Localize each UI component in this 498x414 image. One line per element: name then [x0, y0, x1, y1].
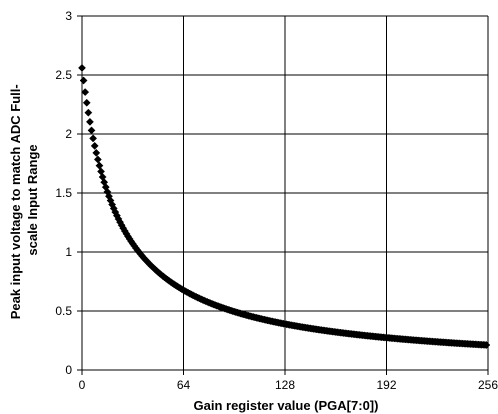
y-tick-label: 2.5: [55, 68, 72, 82]
x-tick-label: 0: [79, 378, 86, 392]
x-tick-label: 192: [376, 378, 396, 392]
x-axis-title: Gain register value (PGA[7:0]): [194, 398, 379, 413]
y-tick-label: 2: [65, 127, 72, 141]
x-tick-label: 128: [275, 378, 295, 392]
y-tick-label: 3: [65, 9, 72, 23]
y-axis-title: Peak input voltage to match ADC Full- sc…: [8, 81, 40, 320]
y-tick-label: 1: [65, 245, 72, 259]
x-tick-label: 256: [478, 378, 498, 392]
data-point: [82, 98, 91, 107]
grid-lines: [82, 15, 489, 370]
x-axis-ticks: 0 64 128 192 256: [79, 370, 498, 392]
data-point: [87, 126, 96, 135]
x-tick-label: 64: [177, 378, 191, 392]
y-axis-title-line-1: Peak input voltage to match ADC Full-: [8, 84, 23, 319]
data-point: [84, 108, 93, 117]
data-series: [78, 63, 491, 349]
data-point: [90, 141, 99, 150]
y-axis-title-line-2: scale Input Range: [25, 144, 40, 255]
y-tick-label: 1.5: [55, 186, 72, 200]
data-point: [89, 134, 98, 143]
data-point: [85, 117, 94, 126]
data-point: [81, 88, 90, 97]
data-point: [93, 155, 102, 164]
data-point: [482, 341, 491, 349]
data-point: [92, 148, 101, 157]
y-tick-label: 0: [65, 363, 72, 377]
data-point: [79, 76, 88, 85]
y-tick-label: 0.5: [55, 304, 72, 318]
y-axis-ticks: 0 0.5 1 1.5 2 2.5 3: [55, 9, 82, 377]
